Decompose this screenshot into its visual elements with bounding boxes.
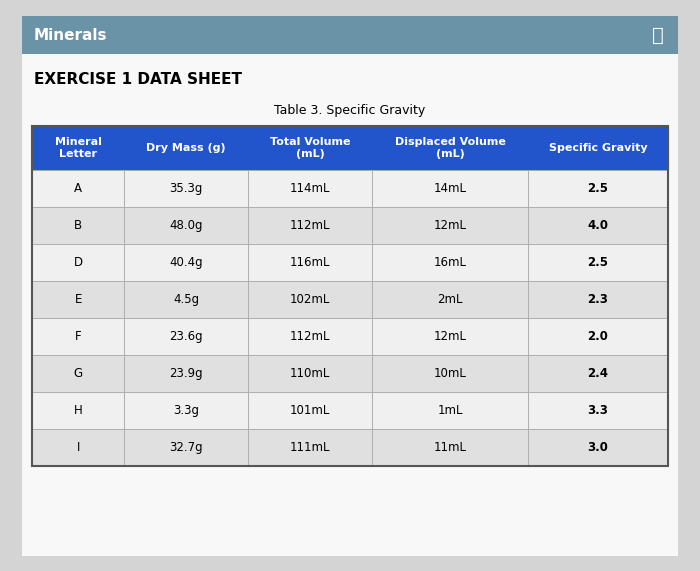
Bar: [124, 392, 248, 429]
Bar: [528, 244, 668, 281]
Bar: [32, 429, 124, 466]
Text: Table 3. Specific Gravity: Table 3. Specific Gravity: [274, 104, 426, 117]
Text: 2.0: 2.0: [587, 330, 608, 343]
Bar: [528, 207, 668, 244]
Bar: [372, 355, 528, 392]
Bar: [124, 244, 248, 281]
Text: 2mL: 2mL: [438, 293, 463, 306]
Bar: [372, 392, 528, 429]
Bar: [248, 207, 372, 244]
Bar: [528, 318, 668, 355]
Text: 48.0g: 48.0g: [169, 219, 203, 232]
Text: 23.6g: 23.6g: [169, 330, 203, 343]
Text: 16mL: 16mL: [434, 256, 467, 269]
Text: 1mL: 1mL: [438, 404, 463, 417]
Bar: [372, 207, 528, 244]
Bar: [372, 244, 528, 281]
Text: Mineral
Letter: Mineral Letter: [55, 137, 102, 159]
Bar: [528, 126, 668, 170]
Bar: [248, 281, 372, 318]
Text: EXERCISE 1 DATA SHEET: EXERCISE 1 DATA SHEET: [34, 72, 242, 87]
Bar: [32, 281, 124, 318]
Bar: [124, 429, 248, 466]
Text: 12mL: 12mL: [434, 330, 467, 343]
Text: 114mL: 114mL: [290, 182, 330, 195]
Text: 2.5: 2.5: [587, 256, 608, 269]
Text: Specific Gravity: Specific Gravity: [549, 143, 648, 153]
Bar: [32, 244, 124, 281]
Bar: [32, 126, 124, 170]
Text: 🔬: 🔬: [652, 26, 664, 45]
Bar: [32, 170, 124, 207]
Text: Total Volume
(mL): Total Volume (mL): [270, 137, 351, 159]
Text: 102mL: 102mL: [290, 293, 330, 306]
Text: 10mL: 10mL: [434, 367, 467, 380]
Bar: [372, 429, 528, 466]
Text: 112mL: 112mL: [290, 330, 330, 343]
Text: 14mL: 14mL: [434, 182, 467, 195]
Text: Dry Mass (g): Dry Mass (g): [146, 143, 226, 153]
Bar: [528, 281, 668, 318]
Bar: [124, 355, 248, 392]
Bar: [248, 392, 372, 429]
Bar: [124, 207, 248, 244]
Bar: [528, 355, 668, 392]
Text: 11mL: 11mL: [434, 441, 467, 454]
Text: B: B: [74, 219, 82, 232]
Text: 2.5: 2.5: [587, 182, 608, 195]
Text: 112mL: 112mL: [290, 219, 330, 232]
Bar: [32, 318, 124, 355]
Text: 2.3: 2.3: [587, 293, 608, 306]
Text: 3.3: 3.3: [587, 404, 608, 417]
Bar: [528, 392, 668, 429]
Text: 116mL: 116mL: [290, 256, 330, 269]
Bar: [32, 207, 124, 244]
Text: 4.5g: 4.5g: [173, 293, 200, 306]
Bar: [32, 355, 124, 392]
Bar: [372, 170, 528, 207]
Text: 111mL: 111mL: [290, 441, 330, 454]
Text: A: A: [74, 182, 82, 195]
Text: 35.3g: 35.3g: [169, 182, 203, 195]
Text: H: H: [74, 404, 83, 417]
Text: 4.0: 4.0: [587, 219, 608, 232]
Text: 12mL: 12mL: [434, 219, 467, 232]
Text: 3.0: 3.0: [587, 441, 608, 454]
Bar: [248, 429, 372, 466]
Text: 40.4g: 40.4g: [169, 256, 203, 269]
Bar: [372, 318, 528, 355]
Bar: [32, 126, 668, 466]
Bar: [372, 281, 528, 318]
Text: 110mL: 110mL: [290, 367, 330, 380]
Text: 23.9g: 23.9g: [169, 367, 203, 380]
Bar: [248, 170, 372, 207]
Bar: [528, 170, 668, 207]
Bar: [124, 281, 248, 318]
Text: Displaced Volume
(mL): Displaced Volume (mL): [395, 137, 505, 159]
Bar: [124, 126, 248, 170]
Bar: [124, 170, 248, 207]
Text: 3.3g: 3.3g: [173, 404, 200, 417]
Text: I: I: [76, 441, 80, 454]
Text: 101mL: 101mL: [290, 404, 330, 417]
Text: Minerals: Minerals: [34, 27, 108, 42]
Bar: [248, 318, 372, 355]
Text: D: D: [74, 256, 83, 269]
Text: 2.4: 2.4: [587, 367, 608, 380]
Text: 32.7g: 32.7g: [169, 441, 203, 454]
Bar: [372, 126, 528, 170]
Bar: [32, 392, 124, 429]
Bar: [248, 355, 372, 392]
Bar: [528, 429, 668, 466]
Bar: [248, 126, 372, 170]
Text: G: G: [74, 367, 83, 380]
Bar: [124, 318, 248, 355]
Text: F: F: [75, 330, 81, 343]
Bar: [22, 16, 678, 54]
Bar: [248, 244, 372, 281]
Text: E: E: [74, 293, 82, 306]
